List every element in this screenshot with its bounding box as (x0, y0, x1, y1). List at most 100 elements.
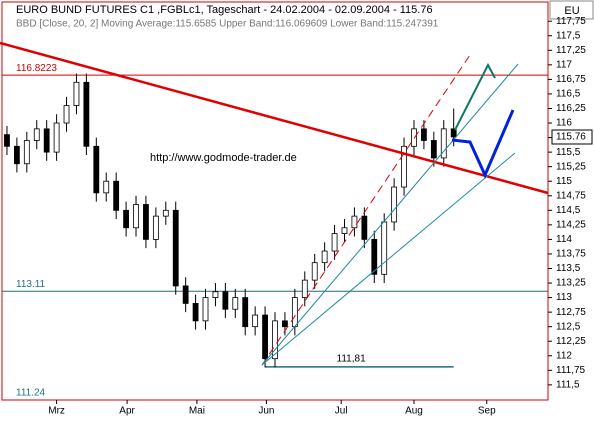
url-box (146, 150, 338, 166)
candle-body (182, 285, 189, 304)
forecast-arrow (451, 109, 515, 179)
y-tick-label: 116,75 (556, 74, 586, 85)
x-tick-label: Aug (405, 406, 423, 417)
candle-body (133, 204, 139, 229)
candle-body (232, 297, 239, 310)
candle-body (272, 320, 278, 360)
trendline (261, 152, 516, 366)
candle-body (391, 186, 398, 223)
x-tick-label: Mrz (48, 406, 65, 417)
drawings (0, 41, 549, 366)
y-tick-label: 115 (556, 176, 572, 187)
candle-body (252, 314, 259, 328)
y-tick-label: 115,25 (556, 161, 586, 172)
candle-body (123, 209, 129, 229)
url-annotation: http://www.godmode-trader.de (150, 152, 297, 164)
y-tick-label: 114 (556, 234, 572, 245)
candle-body (222, 291, 229, 310)
candle-body (311, 262, 318, 281)
y-tick-label: 112 (556, 350, 572, 361)
candle-body (421, 128, 427, 141)
candle-body (371, 239, 378, 275)
candle-body (381, 221, 388, 275)
candle-body (262, 314, 268, 360)
candle-body (63, 105, 70, 124)
x-tick-label: Mai (189, 406, 205, 417)
x-tick-label: Jul (335, 406, 348, 417)
candle-body (152, 215, 159, 240)
y-tick-label: 116 (556, 118, 572, 129)
trendline (261, 63, 519, 366)
candle-body (43, 128, 50, 153)
candle-body (113, 180, 120, 211)
y-tick-label: 112,5 (556, 321, 581, 332)
last-price-label: 115.76 (556, 132, 586, 143)
candle-body (401, 145, 407, 188)
candle-body (53, 122, 60, 153)
level-label: 116.8223 (16, 63, 57, 74)
symbol-tag: EU (564, 5, 579, 17)
y-tick-label: 113,75 (556, 249, 586, 260)
y-tick-label: 114,25 (556, 219, 586, 230)
candle-body (331, 233, 338, 252)
x-tick-label: Apr (119, 406, 135, 417)
candle-body (13, 145, 20, 165)
y-tick-label: 117 (556, 59, 572, 70)
trendline (0, 41, 549, 195)
candle-body (291, 297, 298, 328)
candle-body (242, 297, 249, 328)
y-tick-label: 115,5 (556, 147, 581, 158)
candle-body (23, 140, 30, 165)
candle-body (361, 215, 368, 240)
candle-body (83, 81, 90, 147)
candle-body (202, 297, 209, 322)
candle-body (282, 320, 288, 328)
symbol-box (549, 0, 594, 20)
candle-body (430, 140, 437, 159)
y-tick-label: 116,25 (556, 103, 586, 114)
candle-body (103, 180, 110, 194)
y-tick-label: 117,5 (556, 30, 581, 41)
candle-body (172, 209, 179, 287)
plot-border (1, 1, 549, 401)
x-tick-label: Jun (258, 406, 274, 417)
candle-body (341, 227, 348, 234)
last-price-box (551, 129, 593, 145)
support-label: 111,81 (337, 353, 367, 364)
candle-body (143, 204, 149, 240)
candle-body (440, 128, 447, 159)
trendline (261, 54, 471, 366)
y-tick-label: 112,25 (556, 336, 586, 347)
y-tick-label: 116,5 (556, 89, 581, 100)
y-tick-label: 113,5 (556, 263, 581, 274)
candle-body (301, 279, 308, 298)
candle-body (321, 250, 328, 264)
candle-body (351, 215, 358, 229)
candle-body (93, 145, 100, 194)
y-tick-label: 111,5 (556, 380, 580, 391)
candle-body (411, 128, 417, 147)
x-tick-label: Sep (478, 406, 496, 417)
chart-subtitle: BBD [Close, 20, 2] Moving Average:115.65… (16, 19, 439, 30)
y-tick-label: 112,75 (556, 307, 586, 318)
y-tick-label: 113 (556, 292, 572, 303)
level-label: 111.24 (16, 388, 46, 399)
candle-body (73, 81, 80, 106)
candle-body (162, 209, 169, 217)
candle-body (192, 303, 199, 322)
chart-title: EURO BUND FUTURES C1 ,FGBLc1, Tageschart… (16, 4, 433, 16)
y-tick-label: 117,25 (556, 45, 586, 56)
candle-body (33, 128, 40, 141)
candle-body (4, 134, 10, 147)
y-tick-label: 111,75 (556, 365, 586, 376)
y-tick-label: 114,75 (556, 190, 586, 201)
candle-body (450, 128, 457, 138)
forecast-arrow (454, 62, 496, 131)
y-tick-label: 114,5 (556, 205, 581, 216)
plot (2, 73, 548, 401)
y-tick-label: 117,75 (556, 16, 586, 27)
y-tick-label: 113,25 (556, 278, 586, 289)
candle-body (212, 291, 219, 298)
